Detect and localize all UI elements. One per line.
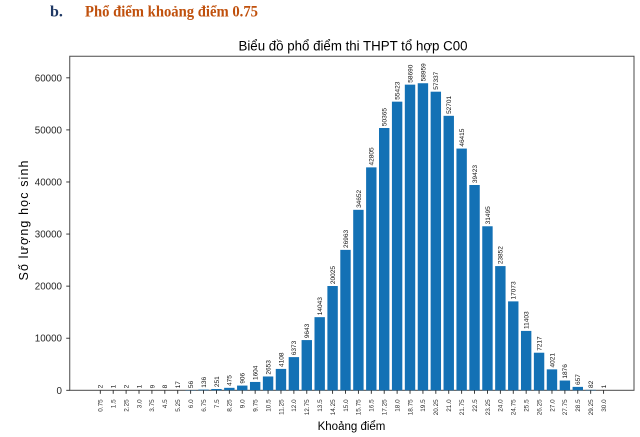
svg-text:19.5: 19.5 (420, 399, 427, 412)
svg-text:56: 56 (188, 380, 195, 388)
svg-text:136: 136 (201, 376, 208, 387)
svg-text:20.25: 20.25 (433, 399, 440, 415)
svg-text:29.25: 29.25 (588, 399, 595, 415)
svg-text:7217: 7217 (536, 336, 543, 351)
svg-text:251: 251 (214, 376, 221, 387)
svg-text:475: 475 (227, 375, 234, 386)
svg-text:0.75: 0.75 (98, 399, 105, 412)
svg-text:9643: 9643 (304, 323, 311, 338)
svg-text:52701: 52701 (446, 95, 453, 113)
svg-text:23.25: 23.25 (485, 399, 492, 415)
svg-text:8.25: 8.25 (227, 399, 234, 412)
svg-text:60000: 60000 (35, 73, 63, 84)
svg-text:4108: 4108 (278, 352, 285, 367)
svg-text:39423: 39423 (472, 165, 479, 183)
svg-text:30.0: 30.0 (601, 399, 608, 412)
svg-text:11.25: 11.25 (278, 399, 285, 415)
svg-text:34652: 34652 (356, 189, 363, 207)
svg-text:42805: 42805 (369, 147, 376, 165)
svg-text:40000: 40000 (35, 177, 63, 188)
svg-text:14043: 14043 (317, 297, 324, 315)
svg-text:57337: 57337 (433, 71, 440, 89)
svg-text:17: 17 (175, 381, 182, 389)
svg-text:18.0: 18.0 (394, 399, 401, 412)
svg-text:2.25: 2.25 (123, 399, 130, 412)
svg-text:657: 657 (575, 374, 582, 385)
svg-text:9: 9 (149, 384, 156, 388)
svg-text:20025: 20025 (330, 266, 337, 284)
svg-text:23852: 23852 (498, 246, 505, 264)
svg-text:26.25: 26.25 (536, 399, 543, 415)
svg-text:25.5: 25.5 (523, 399, 530, 412)
svg-text:20000: 20000 (35, 282, 63, 293)
svg-text:24.0: 24.0 (498, 399, 505, 412)
svg-text:58959: 58959 (420, 63, 427, 81)
svg-text:1: 1 (111, 384, 118, 388)
svg-text:21.0: 21.0 (446, 399, 453, 412)
svg-text:3.75: 3.75 (149, 399, 156, 412)
svg-text:1: 1 (601, 384, 608, 388)
svg-text:13.5: 13.5 (317, 399, 324, 412)
svg-text:Khoảng điểm: Khoảng điểm (318, 421, 386, 433)
svg-text:b.: b. (50, 3, 63, 20)
svg-text:4021: 4021 (549, 353, 556, 368)
svg-text:50000: 50000 (35, 125, 63, 136)
svg-text:27.0: 27.0 (549, 399, 556, 412)
svg-text:14.25: 14.25 (330, 399, 337, 415)
svg-text:18.75: 18.75 (407, 399, 414, 415)
svg-text:26963: 26963 (343, 230, 350, 248)
svg-text:15.0: 15.0 (343, 399, 350, 412)
svg-text:31495: 31495 (485, 206, 492, 224)
svg-text:0: 0 (57, 386, 63, 397)
svg-text:4.5: 4.5 (162, 399, 169, 408)
svg-text:Biểu đồ phổ điểm thi THPT tổ h: Biểu đồ phổ điểm thi THPT tổ hợp C00 (239, 38, 468, 53)
svg-text:21.75: 21.75 (459, 399, 466, 415)
svg-text:5.25: 5.25 (175, 399, 182, 412)
svg-text:9.75: 9.75 (252, 399, 259, 412)
svg-text:9.0: 9.0 (240, 399, 247, 408)
svg-text:24.75: 24.75 (511, 399, 518, 415)
svg-text:27.75: 27.75 (562, 399, 569, 415)
svg-text:30000: 30000 (35, 230, 63, 241)
svg-text:17073: 17073 (511, 281, 518, 299)
svg-text:8: 8 (162, 384, 169, 388)
svg-text:16.5: 16.5 (369, 399, 376, 412)
svg-text:906: 906 (240, 372, 247, 383)
svg-text:55423: 55423 (394, 81, 401, 99)
svg-text:1.5: 1.5 (111, 399, 118, 408)
svg-text:46415: 46415 (459, 128, 466, 146)
svg-text:1: 1 (136, 384, 143, 388)
svg-text:12.75: 12.75 (304, 399, 311, 415)
svg-text:1604: 1604 (253, 365, 260, 380)
svg-text:3.0: 3.0 (136, 399, 143, 408)
svg-text:7.5: 7.5 (214, 399, 221, 408)
svg-text:82: 82 (588, 380, 595, 388)
svg-text:10.5: 10.5 (265, 399, 272, 412)
svg-text:50365: 50365 (382, 108, 389, 126)
svg-text:17.25: 17.25 (382, 399, 389, 415)
svg-text:15.75: 15.75 (356, 399, 363, 415)
svg-text:Phổ điểm khoảng điểm 0.75: Phổ điểm khoảng điểm 0.75 (85, 3, 258, 20)
svg-text:1876: 1876 (562, 364, 569, 379)
svg-text:2: 2 (98, 384, 105, 388)
svg-text:10000: 10000 (35, 334, 63, 345)
svg-text:6.0: 6.0 (188, 399, 195, 408)
svg-text:12.0: 12.0 (291, 399, 298, 412)
svg-text:28.5: 28.5 (575, 399, 582, 412)
svg-text:6.75: 6.75 (201, 399, 208, 412)
svg-text:6373: 6373 (291, 340, 298, 355)
svg-text:58690: 58690 (407, 64, 414, 82)
svg-text:2: 2 (123, 384, 130, 388)
svg-text:Số lượng học sinh: Số lượng học sinh (17, 160, 31, 280)
svg-text:11403: 11403 (524, 311, 531, 329)
svg-text:22.5: 22.5 (472, 399, 479, 412)
svg-text:2653: 2653 (265, 360, 272, 375)
